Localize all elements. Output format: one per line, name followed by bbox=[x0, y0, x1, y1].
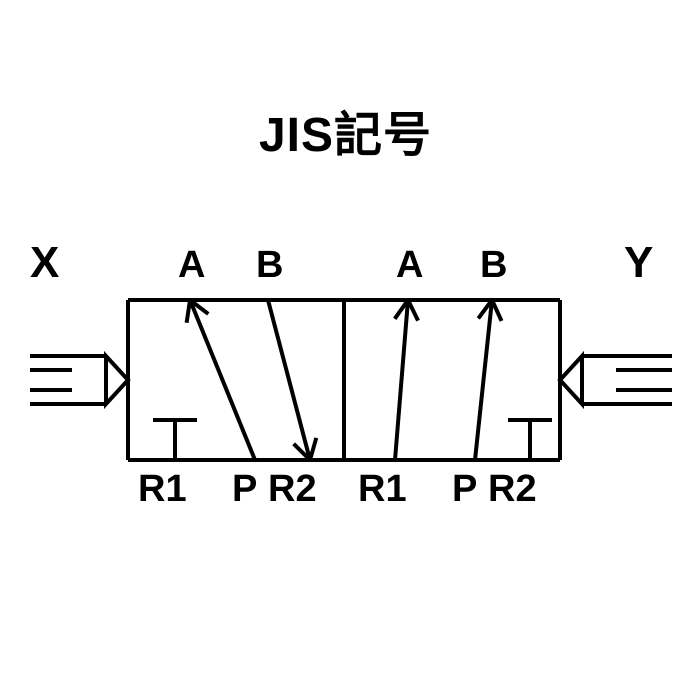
valve-symbol bbox=[0, 0, 691, 691]
